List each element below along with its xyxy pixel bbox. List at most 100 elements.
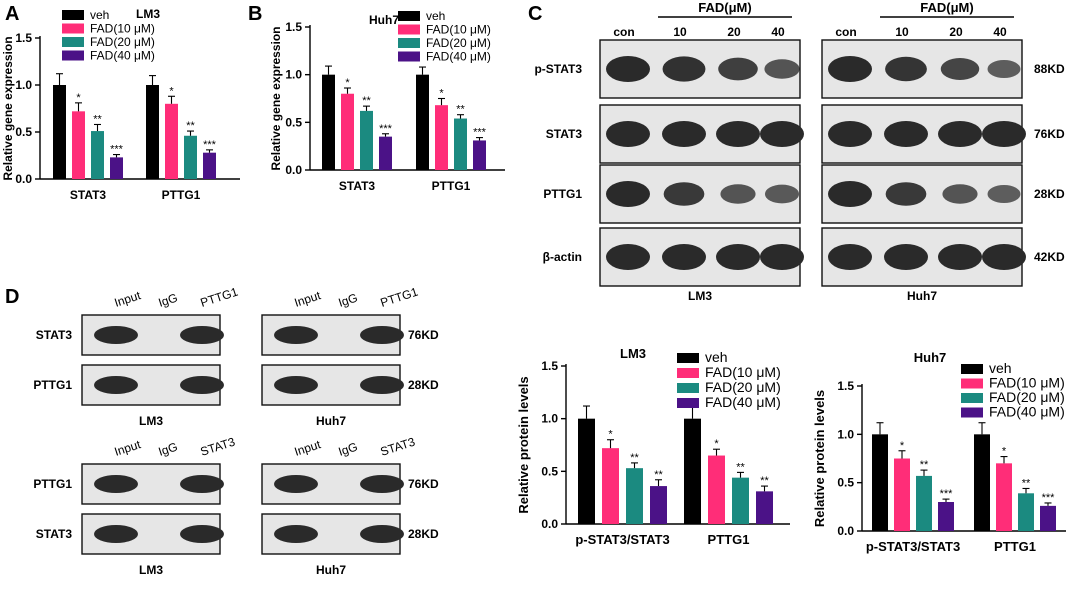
blot-band bbox=[662, 121, 706, 147]
y-tick-label: 1.0 bbox=[541, 412, 558, 426]
bar bbox=[91, 131, 104, 179]
legend-swatch bbox=[961, 364, 983, 374]
ip-lane-label: Input bbox=[113, 437, 143, 459]
ip-cell-line-label: LM3 bbox=[139, 563, 163, 577]
legend-swatch bbox=[398, 38, 420, 48]
bar bbox=[184, 135, 197, 179]
legend-label: FAD(10 μM) bbox=[989, 375, 1065, 391]
bar bbox=[110, 157, 123, 179]
bar bbox=[650, 486, 667, 524]
ip-band bbox=[180, 326, 224, 344]
ip-size-label: 76KD bbox=[408, 328, 439, 342]
y-tick-label: 1.0 bbox=[285, 68, 302, 82]
blot-band bbox=[606, 181, 650, 207]
panel-letter: D bbox=[5, 286, 19, 308]
legend-label: FAD(20 μM) bbox=[989, 389, 1065, 405]
bar bbox=[416, 74, 429, 170]
bar bbox=[72, 111, 85, 179]
blot-band bbox=[828, 121, 872, 147]
y-tick-label: 0.5 bbox=[285, 115, 302, 129]
significance-label: *** bbox=[203, 139, 217, 151]
x-category-label: PTTG1 bbox=[994, 539, 1036, 554]
blot-band bbox=[606, 121, 650, 147]
bar bbox=[732, 477, 749, 524]
y-tick-label: 0.0 bbox=[15, 172, 32, 186]
blot-band bbox=[663, 182, 705, 206]
blot-band bbox=[828, 56, 872, 82]
blot-size-label: 76KD bbox=[1034, 127, 1065, 141]
x-category-label: p-STAT3/STAT3 bbox=[575, 532, 669, 547]
blot-row-label: STAT3 bbox=[546, 127, 583, 141]
legend-swatch bbox=[398, 24, 420, 35]
blot-size-label: 88KD bbox=[1034, 62, 1065, 76]
legend-swatch bbox=[961, 393, 983, 403]
blot-band bbox=[764, 59, 800, 79]
significance-label: *** bbox=[1042, 492, 1056, 504]
significance-label: ** bbox=[456, 104, 465, 116]
lane-label: 20 bbox=[727, 25, 741, 39]
ip-band bbox=[94, 376, 138, 394]
bar bbox=[322, 74, 335, 170]
ip-lane-label: IgG bbox=[337, 291, 360, 310]
blot-band bbox=[884, 244, 928, 270]
y-axis-label: Relative gene expression bbox=[269, 26, 283, 170]
chart-c-huh7: 0.0 0.5 1.0 1.5 Relative protein levels Huh7 *… bbox=[812, 350, 1066, 554]
legend-label: FAD(10 μM) bbox=[90, 22, 155, 36]
blot-band bbox=[720, 184, 756, 204]
blot-band bbox=[938, 244, 982, 270]
legend-swatch bbox=[677, 368, 699, 378]
significance-label: *** bbox=[379, 123, 393, 135]
significance-label: ** bbox=[654, 469, 663, 481]
blot-band bbox=[760, 244, 804, 270]
significance-label: * bbox=[1002, 446, 1007, 458]
legend-label: FAD(10 μM) bbox=[705, 364, 781, 380]
lane-label: con bbox=[613, 25, 634, 39]
lane-label: 40 bbox=[771, 25, 785, 39]
legend-label: veh bbox=[705, 349, 728, 365]
legend-swatch bbox=[677, 353, 699, 363]
blot-band bbox=[716, 121, 760, 147]
legend-swatch bbox=[62, 50, 84, 61]
bar bbox=[379, 136, 392, 170]
ip-lane-label: IgG bbox=[337, 440, 360, 459]
chart-title: LM3 bbox=[620, 346, 646, 361]
ip-size-label: 28KD bbox=[408, 527, 439, 541]
y-tick-label: 1.0 bbox=[15, 78, 32, 92]
blot-band bbox=[884, 121, 928, 147]
treatment-header: FAD(μM) bbox=[698, 0, 751, 15]
bar bbox=[454, 118, 467, 170]
significance-label: ** bbox=[760, 475, 769, 487]
legend-swatch bbox=[62, 23, 84, 34]
significance-label: ** bbox=[186, 120, 195, 132]
significance-label: * bbox=[345, 77, 350, 89]
ip-band bbox=[94, 525, 138, 543]
ip-band bbox=[274, 475, 318, 493]
ip-cell-line-label: LM3 bbox=[139, 414, 163, 428]
significance-label: * bbox=[900, 440, 905, 452]
bar bbox=[974, 434, 990, 531]
ip-row-label: STAT3 bbox=[36, 328, 73, 342]
blot-band bbox=[885, 182, 927, 206]
co-ip: Input IgG PTTG1 LM3 Input IgG PTTG1 Huh7 STAT3 76… bbox=[33, 284, 439, 577]
y-axis-label: Relative gene expression bbox=[1, 36, 15, 180]
bar bbox=[1040, 505, 1056, 531]
x-category-label: p-STAT3/STAT3 bbox=[866, 539, 960, 554]
ip-lane-label: IgG bbox=[157, 291, 180, 310]
bar bbox=[708, 455, 725, 524]
bar bbox=[872, 434, 888, 531]
ip-lane-label: PTTG1 bbox=[379, 284, 420, 309]
blot-band bbox=[982, 121, 1026, 147]
ip-lane-label: IgG bbox=[157, 440, 180, 459]
blot-band bbox=[885, 56, 927, 82]
legend-swatch bbox=[677, 398, 699, 408]
y-tick-label: 0.5 bbox=[541, 464, 558, 478]
blot-band bbox=[987, 60, 1021, 78]
legend-label: veh bbox=[90, 8, 109, 22]
blot-row-label: p-STAT3 bbox=[534, 62, 582, 76]
blot-band bbox=[828, 244, 872, 270]
legend-swatch bbox=[961, 378, 983, 389]
ip-row-label: PTTG1 bbox=[33, 477, 72, 491]
significance-label: ** bbox=[736, 461, 745, 473]
